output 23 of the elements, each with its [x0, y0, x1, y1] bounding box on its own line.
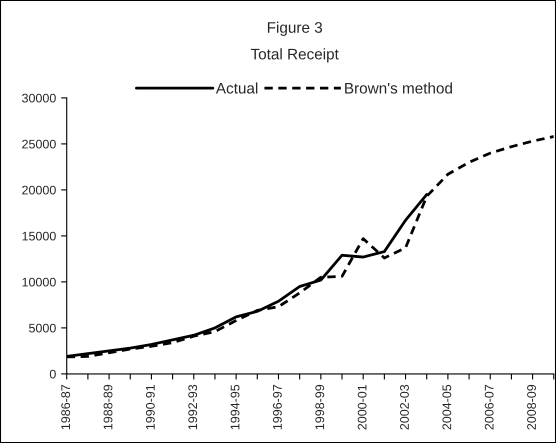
y-tick-label: 30000: [22, 94, 56, 103]
y-tick-label: 15000: [22, 232, 56, 241]
chart-subtitle: Total Receipt: [250, 48, 339, 62]
x-tick-label: 1992-93: [188, 384, 198, 430]
x-tick-label: 2002-03: [400, 384, 409, 430]
y-tick-label: 0: [50, 370, 56, 379]
x-tick-label: 1990-91: [146, 384, 155, 430]
y-tick-label: 5000: [29, 324, 56, 333]
y-tick-label: 25000: [22, 140, 56, 149]
x-tick-label: 1988-89: [104, 384, 112, 430]
chart-title: Figure 3: [268, 22, 322, 36]
x-tick-label: 2000-01: [358, 384, 367, 430]
y-tick-label: 10000: [22, 278, 56, 287]
x-tick-label: 1996-97: [272, 384, 282, 430]
legend-label: Brown's method: [345, 82, 452, 94]
x-tick-label: 2006-07: [484, 384, 494, 430]
y-tick-label: 20000: [22, 186, 56, 195]
legend-label: Actual: [216, 82, 258, 94]
x-tick-label: 2004-05: [442, 384, 452, 430]
x-tick-label: 2008-09: [527, 384, 536, 430]
x-tick-label: 1998-99: [315, 384, 324, 430]
x-tick-label: 1986-87: [61, 384, 70, 430]
x-tick-label: 1994-95: [230, 384, 240, 430]
